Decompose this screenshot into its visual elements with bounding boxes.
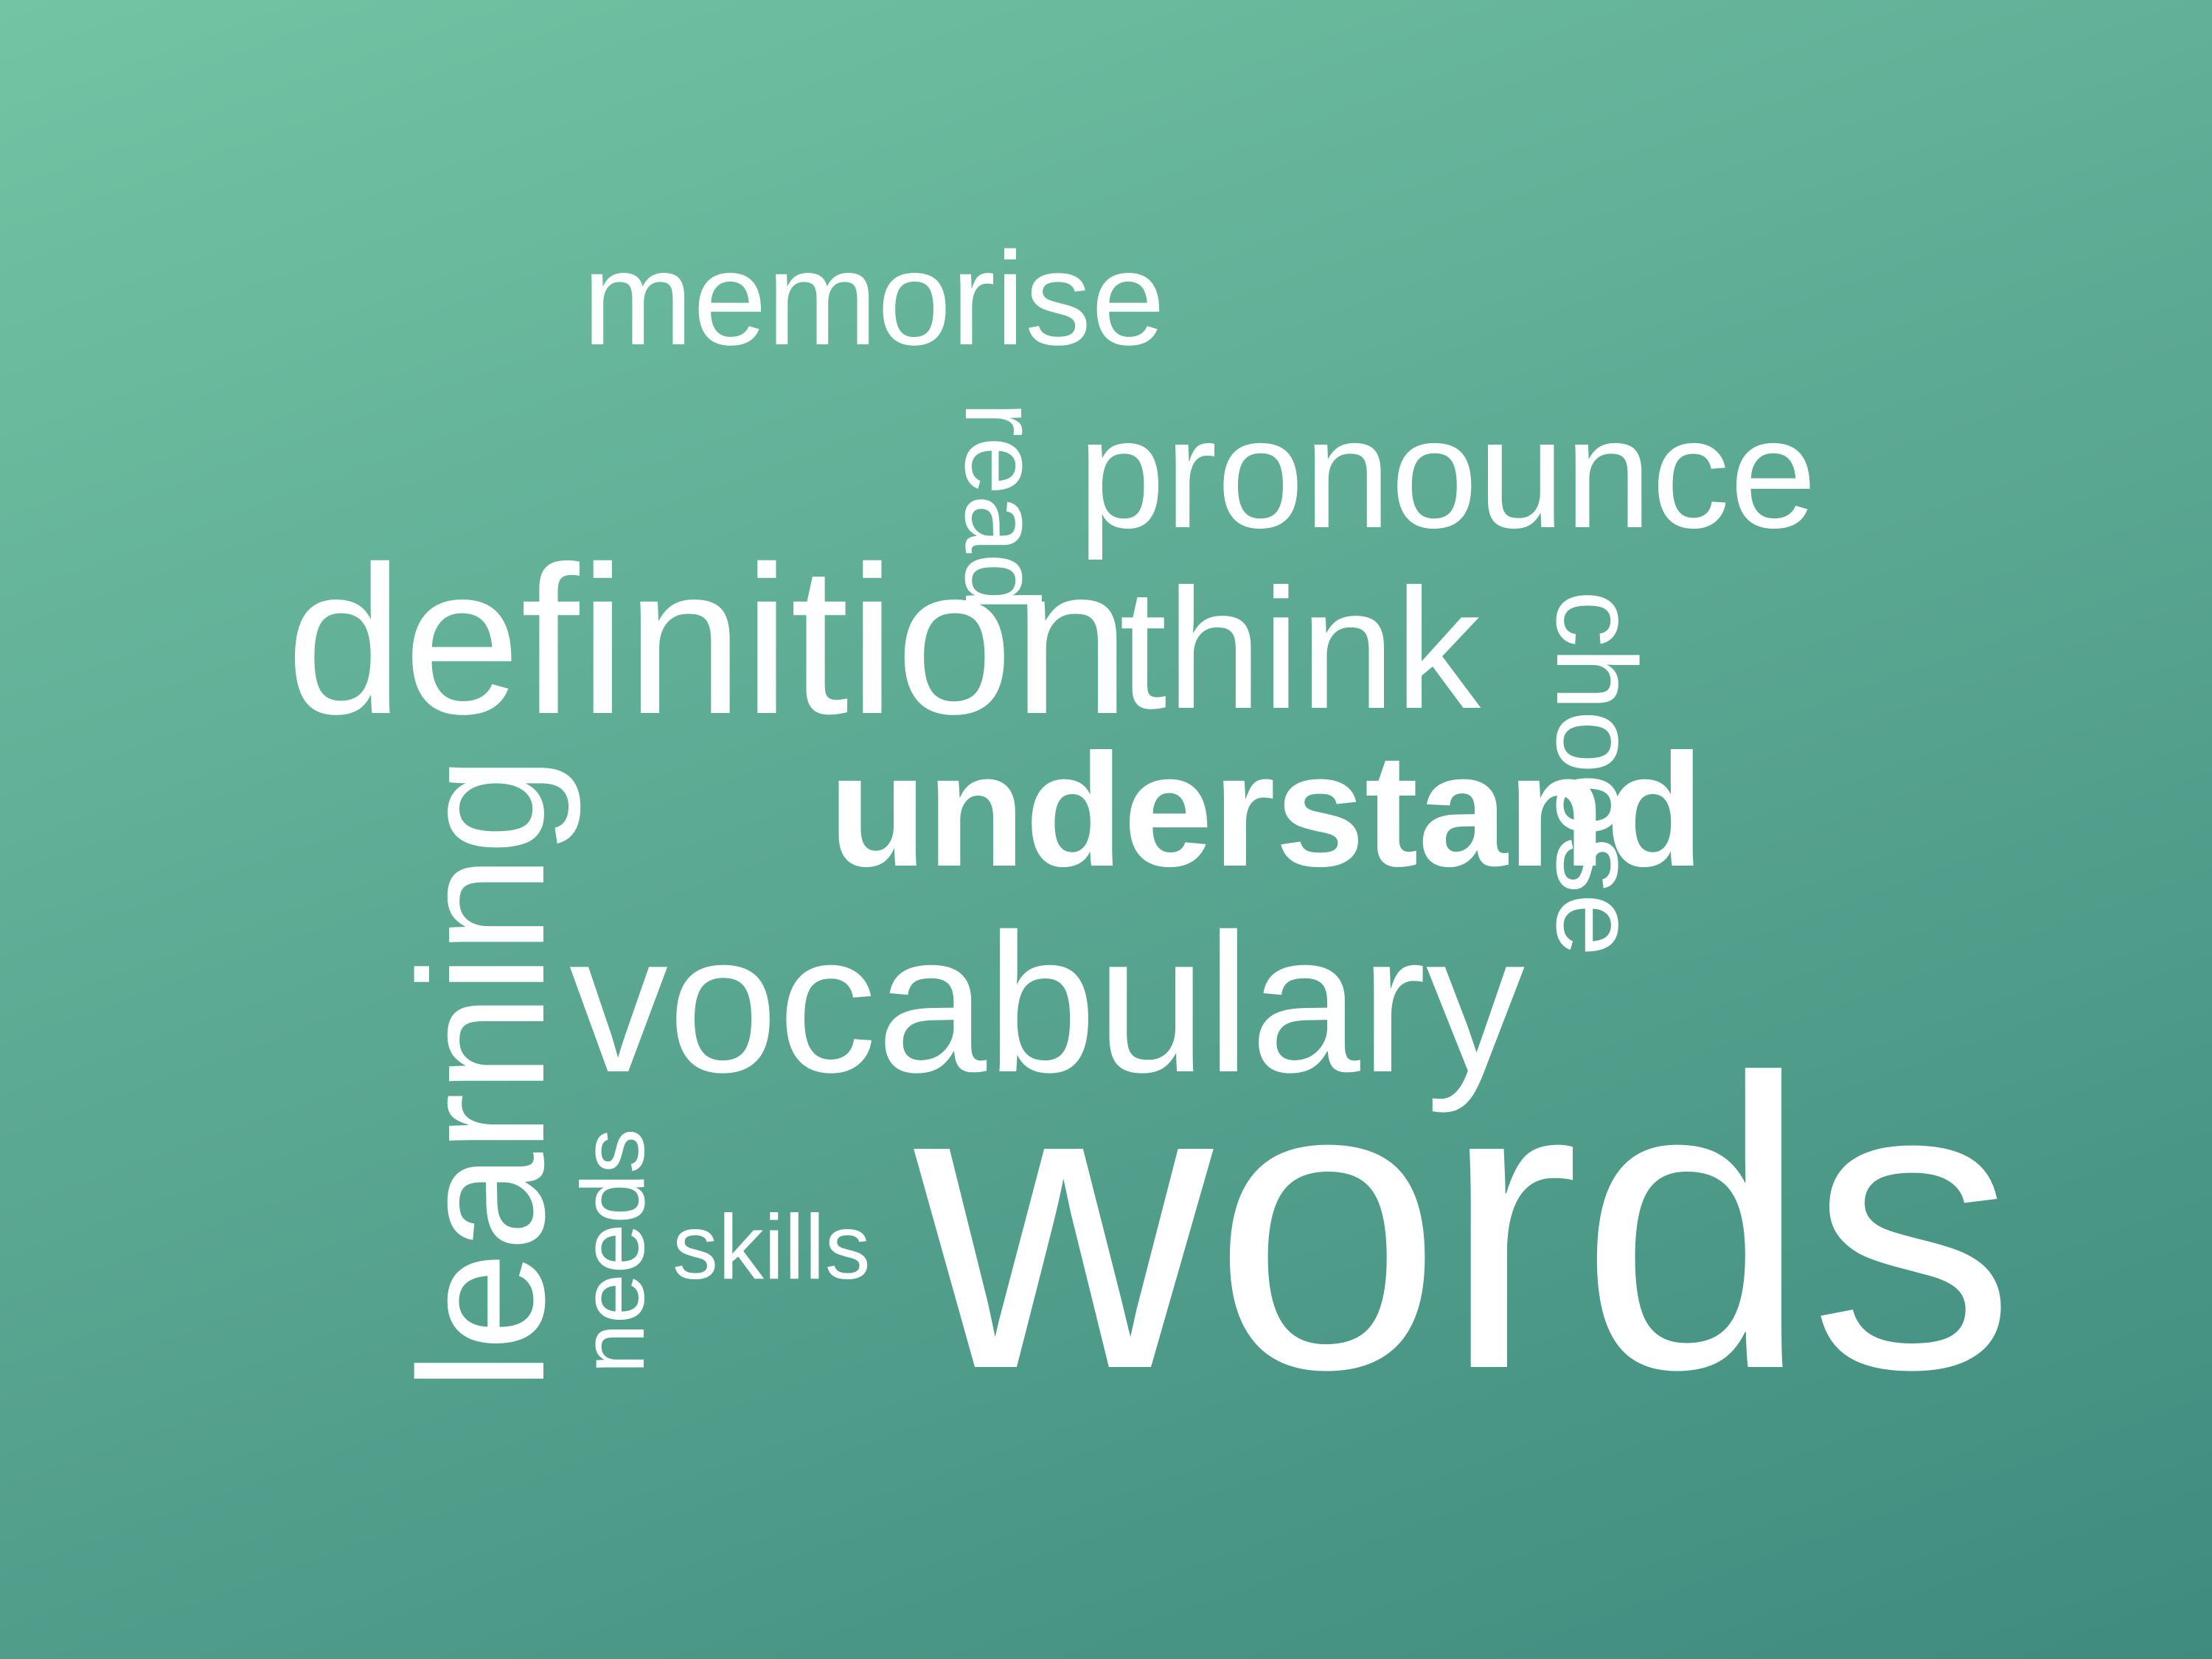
word-definition: definition	[286, 522, 1130, 758]
word-memorise: memorise	[582, 225, 1166, 373]
word-vocabulary: vocabulary	[569, 892, 1526, 1113]
word-skills: skills	[672, 1197, 871, 1298]
word-pronounce: pronounce	[1078, 386, 1817, 560]
word-words: words	[914, 993, 2016, 1455]
word-needs: needs	[563, 1128, 663, 1374]
word-learning: learning	[383, 755, 582, 1391]
word-understand: understand	[829, 721, 1704, 900]
word-think: think	[1119, 554, 1481, 745]
